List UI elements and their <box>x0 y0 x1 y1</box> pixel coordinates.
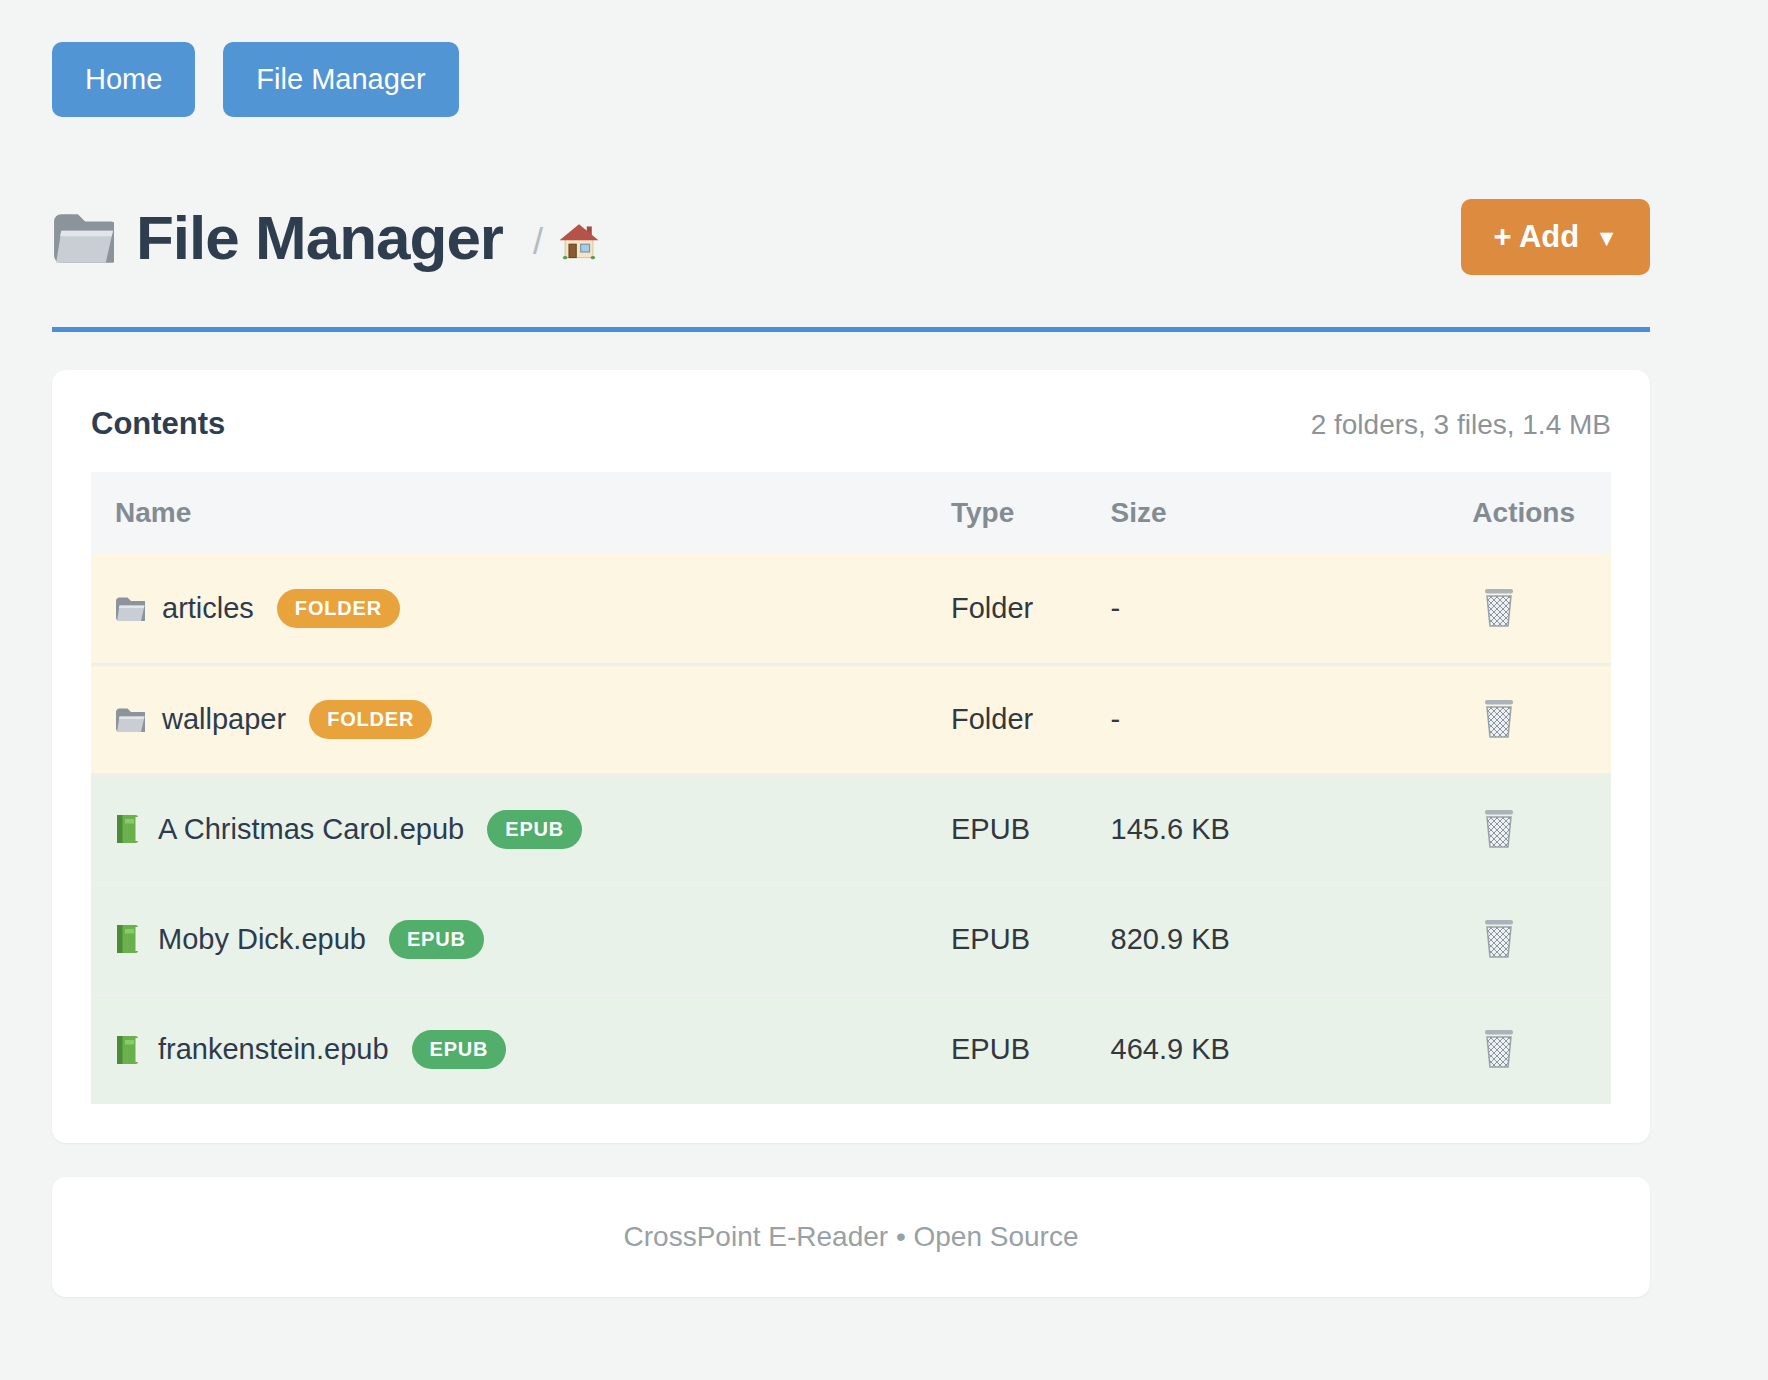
size-cell: 820.9 KB <box>1087 884 1449 994</box>
type-badge: FOLDER <box>277 589 400 628</box>
top-nav: Home File Manager <box>52 42 1650 117</box>
book-icon <box>115 814 141 844</box>
table-row: Moby Dick.epub EPUB EPUB 820.9 KB <box>91 884 1611 994</box>
trash-icon <box>1482 588 1516 629</box>
delete-button[interactable] <box>1482 1029 1516 1070</box>
folder-icon <box>115 595 145 622</box>
trash-icon <box>1482 1029 1516 1070</box>
header-divider <box>52 327 1650 332</box>
col-header-type: Type <box>927 472 1087 554</box>
size-cell: - <box>1087 664 1449 774</box>
contents-summary: 2 folders, 3 files, 1.4 MB <box>1311 409 1611 441</box>
add-button[interactable]: + Add ▼ <box>1461 199 1650 275</box>
size-cell: 464.9 KB <box>1087 994 1449 1104</box>
nav-file-manager-button[interactable]: File Manager <box>223 42 458 117</box>
folder-icon <box>52 209 114 265</box>
size-cell: - <box>1087 554 1449 664</box>
file-name-link[interactable]: articles <box>162 592 254 625</box>
col-header-actions: Actions <box>1448 472 1611 554</box>
footer: CrossPoint E-Reader • Open Source <box>52 1177 1650 1297</box>
nav-home-button[interactable]: Home <box>52 42 195 117</box>
page-title: File Manager <box>136 202 503 273</box>
trash-icon <box>1482 699 1516 740</box>
delete-button[interactable] <box>1482 919 1516 960</box>
delete-button[interactable] <box>1482 588 1516 629</box>
table-header-row: Name Type Size Actions <box>91 472 1611 554</box>
contents-card: Contents 2 folders, 3 files, 1.4 MB Name… <box>52 370 1650 1143</box>
home-icon[interactable] <box>559 223 599 261</box>
file-name-link[interactable]: Moby Dick.epub <box>158 923 366 956</box>
table-row: wallpaper FOLDER Folder - <box>91 664 1611 774</box>
caret-down-icon: ▼ <box>1595 225 1618 252</box>
book-icon <box>115 924 141 954</box>
trash-icon <box>1482 919 1516 960</box>
trash-icon <box>1482 809 1516 850</box>
delete-button[interactable] <box>1482 809 1516 850</box>
type-cell: Folder <box>927 664 1087 774</box>
type-cell: EPUB <box>927 884 1087 994</box>
delete-button[interactable] <box>1482 699 1516 740</box>
folder-icon <box>115 706 145 733</box>
file-name-link[interactable]: A Christmas Carol.epub <box>158 813 464 846</box>
table-row: articles FOLDER Folder - <box>91 554 1611 664</box>
breadcrumb-separator: / <box>533 221 543 263</box>
col-header-size: Size <box>1087 472 1449 554</box>
table-row: frankenstein.epub EPUB EPUB 464.9 KB <box>91 994 1611 1104</box>
type-cell: EPUB <box>927 774 1087 884</box>
file-name-link[interactable]: frankenstein.epub <box>158 1033 389 1066</box>
col-header-name: Name <box>91 472 927 554</box>
type-badge: EPUB <box>412 1030 507 1069</box>
type-cell: EPUB <box>927 994 1087 1104</box>
add-button-label: + Add <box>1493 219 1579 255</box>
files-table: Name Type Size Actions articles FOLDER <box>91 472 1611 1104</box>
table-row: A Christmas Carol.epub EPUB EPUB 145.6 K… <box>91 774 1611 884</box>
page-header: File Manager / + Add ▼ <box>52 189 1650 285</box>
contents-title: Contents <box>91 406 225 442</box>
file-manager-page: Home File Manager File Manager / <box>0 0 1650 1297</box>
contents-card-header: Contents 2 folders, 3 files, 1.4 MB <box>91 406 1611 442</box>
breadcrumb: File Manager / <box>52 202 599 273</box>
footer-text: CrossPoint E-Reader • Open Source <box>624 1221 1079 1253</box>
book-icon <box>115 1035 141 1065</box>
type-badge: FOLDER <box>309 700 432 739</box>
type-badge: EPUB <box>389 920 484 959</box>
type-cell: Folder <box>927 554 1087 664</box>
file-name-link[interactable]: wallpaper <box>162 703 286 736</box>
size-cell: 145.6 KB <box>1087 774 1449 884</box>
type-badge: EPUB <box>487 810 582 849</box>
